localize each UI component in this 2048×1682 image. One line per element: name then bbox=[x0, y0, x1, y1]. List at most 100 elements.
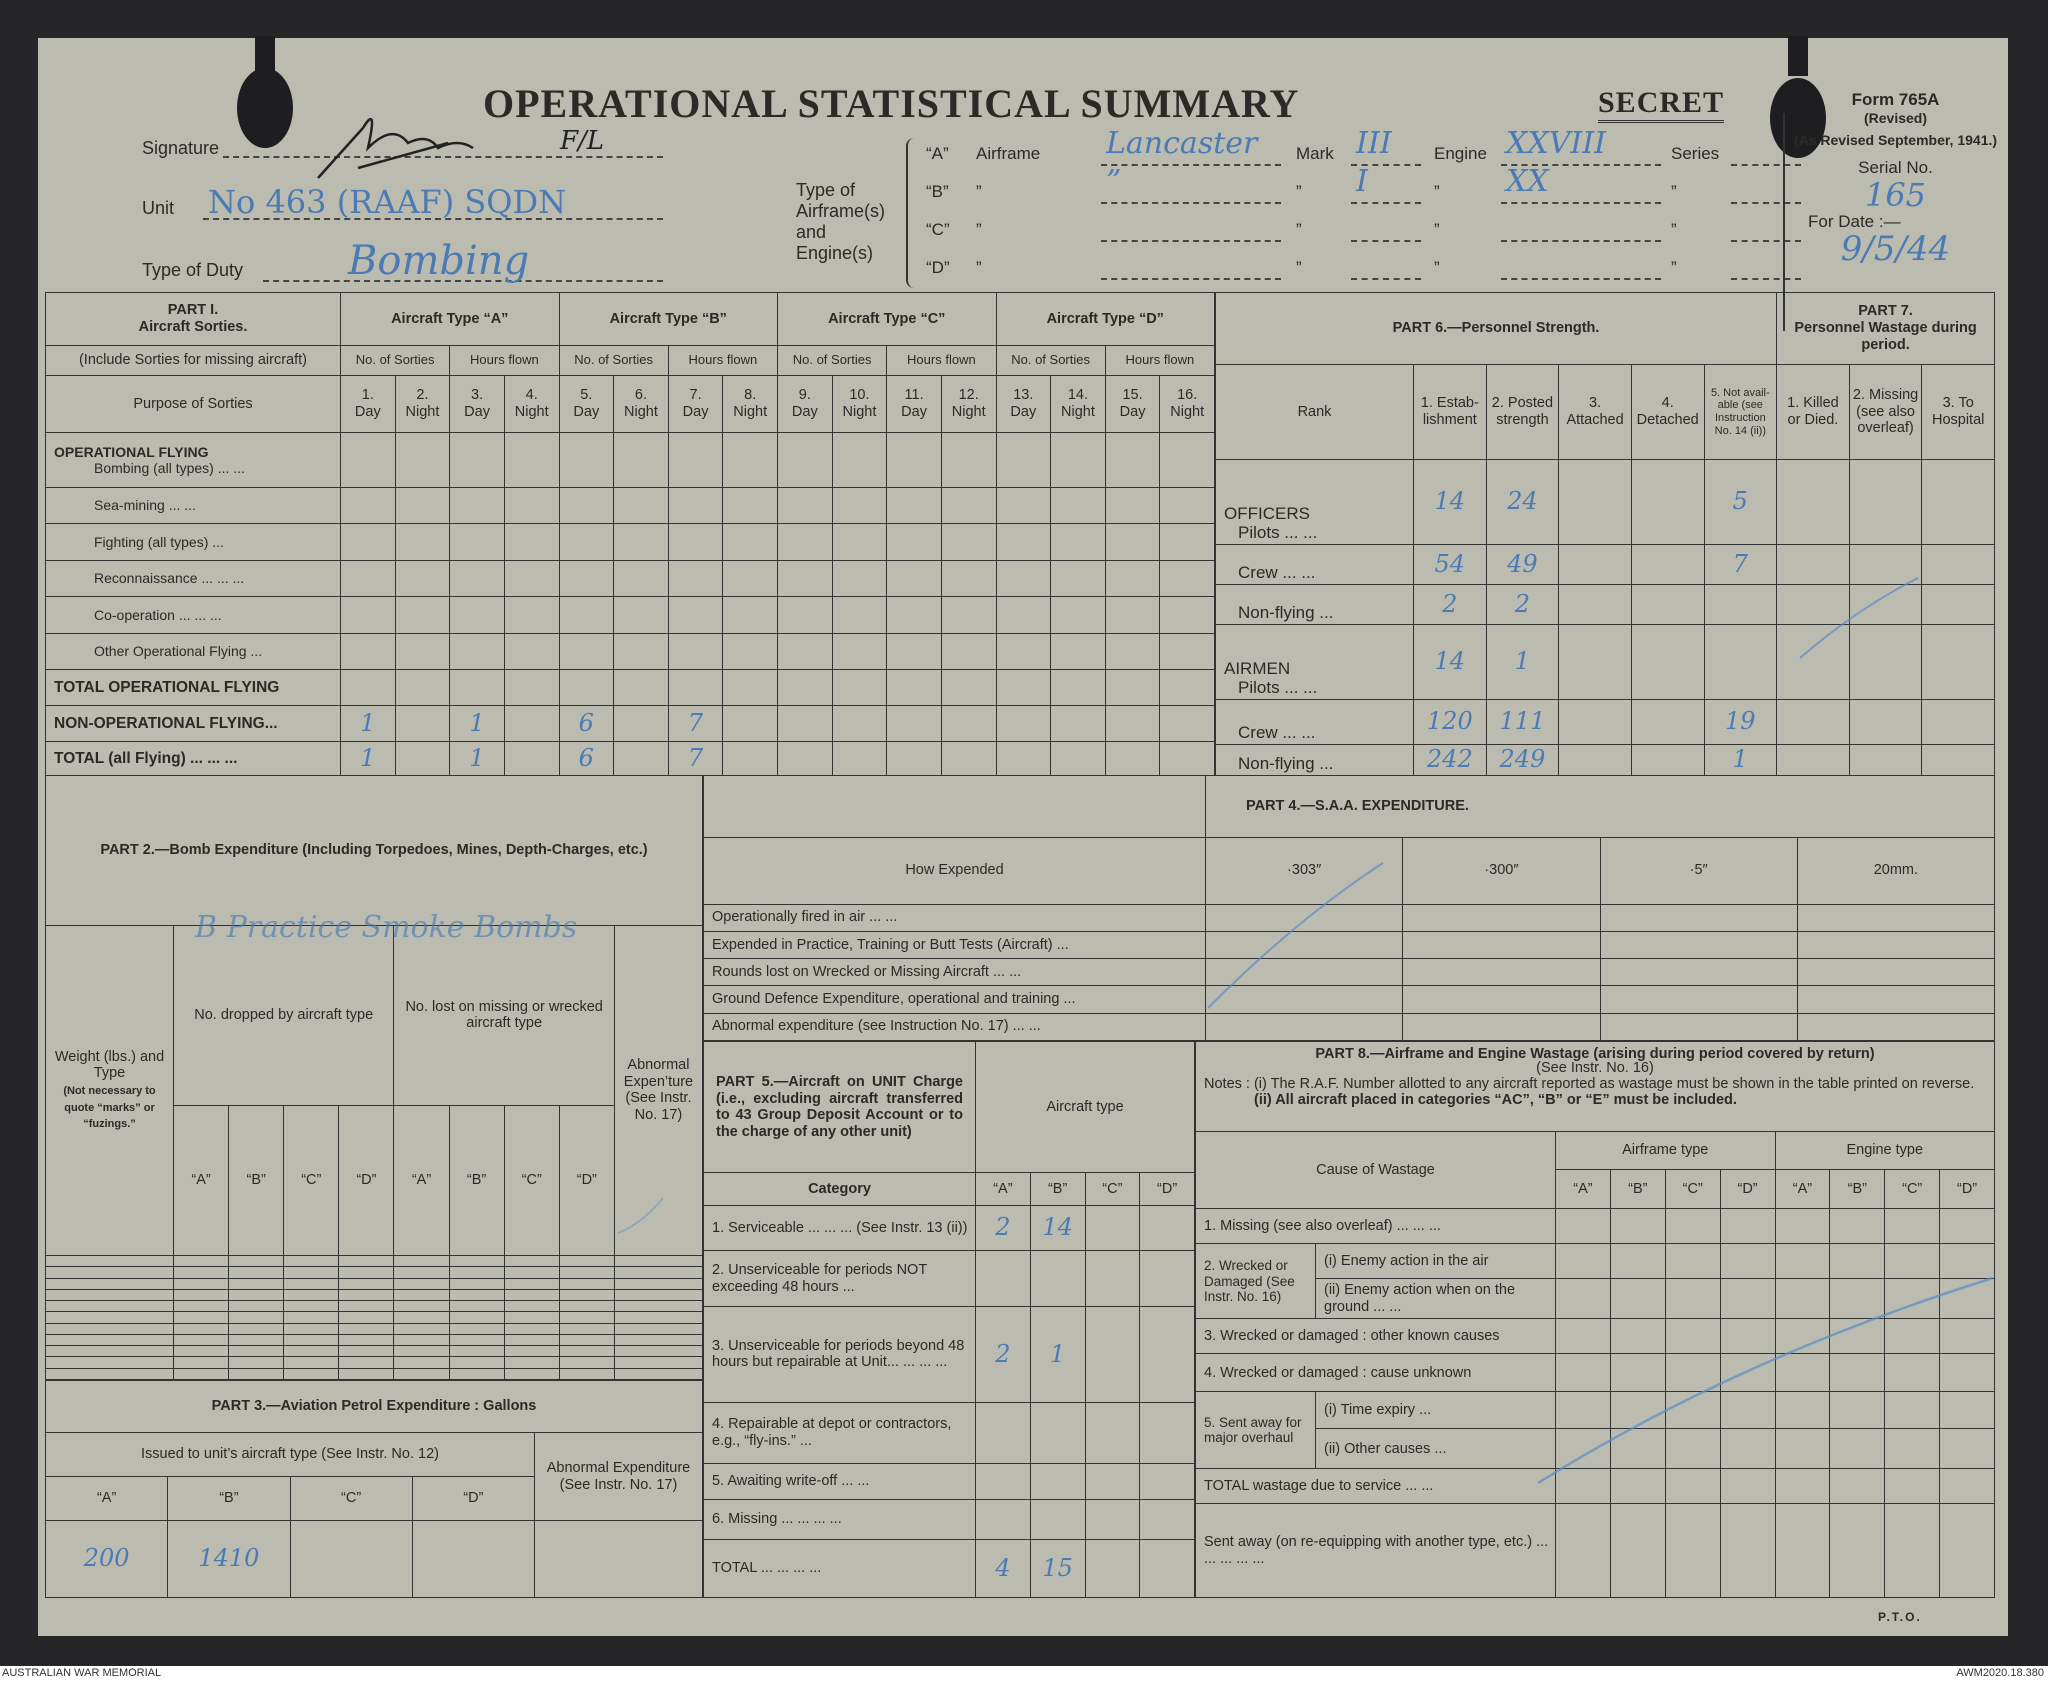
value-cell bbox=[975, 1498, 1031, 1541]
value-cell bbox=[448, 1322, 505, 1335]
row-label: Sent away (on re-equipping with another … bbox=[1195, 1503, 1556, 1598]
value-cell bbox=[338, 1356, 395, 1369]
value-cell bbox=[283, 1333, 340, 1347]
value-cell bbox=[1402, 958, 1601, 987]
value-cell: 2 bbox=[1413, 584, 1487, 625]
airframe-row-2: “C” ” ” ” ” bbox=[926, 212, 1801, 250]
value-cell: 120 bbox=[1413, 699, 1487, 745]
sub-header: No. of Sorties bbox=[339, 345, 451, 376]
value-cell bbox=[503, 1300, 560, 1313]
value-cell bbox=[338, 1322, 395, 1335]
value-cell bbox=[1050, 669, 1106, 706]
value-cell bbox=[722, 487, 778, 524]
value-cell bbox=[940, 523, 997, 561]
value-cell bbox=[558, 1255, 615, 1268]
value-cell bbox=[283, 1277, 340, 1290]
table-row bbox=[45, 1356, 704, 1369]
value-cell bbox=[558, 487, 615, 524]
airframe-row-3: “D” ” ” ” ” bbox=[926, 250, 1801, 288]
purpose-header: Purpose of Sorties bbox=[45, 375, 341, 433]
value-cell bbox=[667, 523, 724, 561]
key: “B” bbox=[926, 182, 949, 201]
table-row: Crew ... ... 120 111 19 bbox=[1215, 699, 1995, 745]
value-cell bbox=[1719, 1208, 1776, 1245]
value-cell bbox=[1050, 432, 1106, 488]
value-cell bbox=[45, 1255, 174, 1268]
duty-label: Type of Duty bbox=[142, 260, 244, 280]
value-cell bbox=[340, 633, 396, 670]
value-cell bbox=[448, 1288, 505, 1302]
value-cell bbox=[283, 1367, 340, 1381]
value-cell bbox=[1719, 1428, 1776, 1470]
value-cell bbox=[1029, 1498, 1086, 1541]
value-cell bbox=[1084, 1539, 1141, 1598]
table-row: TOTAL OPERATIONAL FLYING bbox=[45, 669, 1215, 706]
engine-label: ” bbox=[1434, 258, 1440, 277]
row-label-text: TOTAL OPERATIONAL FLYING bbox=[54, 678, 280, 696]
value-cell bbox=[448, 1266, 505, 1279]
row-label: Other Operational Flying ... bbox=[45, 633, 341, 670]
punch-slot bbox=[255, 36, 275, 76]
value-cell bbox=[1774, 1243, 1831, 1280]
part5-aircraft: PART 5.—Aircraft on UNIT Charge (i.e., e… bbox=[703, 1040, 1195, 1598]
petrol-b-value: 1410 bbox=[167, 1520, 291, 1598]
row-label-text: NON-OPERATIONAL FLYING... bbox=[54, 714, 278, 732]
form-info: Form 765A (Revised) (As Revised Septembe… bbox=[1788, 90, 2003, 266]
table-row: 3. Unserviceable for periods beyond 48 h… bbox=[703, 1305, 1195, 1403]
row-label: 3. Unserviceable for periods beyond 48 h… bbox=[703, 1305, 976, 1403]
value-cell bbox=[886, 633, 942, 670]
airframe-label: ” bbox=[976, 182, 982, 201]
table-row: Co-operation ... ... ... bbox=[45, 596, 1215, 634]
airframe-type-header: Airframe type bbox=[1555, 1131, 1776, 1170]
value-cell bbox=[831, 669, 888, 706]
value-cell bbox=[613, 705, 669, 742]
value-cell bbox=[393, 1277, 450, 1290]
row-label: 6. Missing ... ... ... ... bbox=[703, 1498, 976, 1541]
value-cell bbox=[995, 741, 1052, 776]
value-cell bbox=[172, 1277, 230, 1290]
value-cell bbox=[394, 560, 451, 597]
type-header: “A” bbox=[1774, 1168, 1831, 1210]
type-header: “B” bbox=[1609, 1168, 1666, 1210]
value-cell: 1 bbox=[340, 741, 396, 776]
sub-header: Hours flown bbox=[886, 345, 997, 376]
value-cell bbox=[393, 1300, 450, 1313]
abnormal-header: Abnormal Expen’ture (See Instr. No. 17) bbox=[613, 924, 704, 1257]
airframe-row-1: “B” ” ” ” I ” XX ” bbox=[926, 164, 1801, 212]
value-cell bbox=[1776, 459, 1850, 545]
table-row bbox=[45, 1288, 704, 1302]
table-row: Crew ... ... 54 49 7 bbox=[1215, 544, 1995, 585]
column-header: 12. Night bbox=[940, 375, 997, 433]
value-cell bbox=[283, 1266, 340, 1279]
value-cell bbox=[995, 523, 1052, 561]
type-d-header: Aircraft Type “D” bbox=[995, 292, 1215, 346]
value-cell: 7 bbox=[667, 741, 724, 776]
value-cell bbox=[1029, 1401, 1086, 1464]
value-cell bbox=[283, 1322, 340, 1335]
value-cell bbox=[1664, 1353, 1721, 1393]
value-cell bbox=[558, 523, 615, 561]
table-row bbox=[45, 1322, 704, 1335]
value-cell bbox=[1050, 705, 1106, 742]
cause-header: Cause of Wastage bbox=[1195, 1130, 1556, 1210]
type-header: “D” bbox=[338, 1104, 395, 1257]
value-cell bbox=[503, 1356, 560, 1369]
table-row: OFFICERS Pilots ... ... 14 24 5 bbox=[1215, 459, 1995, 545]
value-cell bbox=[449, 633, 505, 670]
mark-label: ” bbox=[1296, 182, 1302, 201]
row-label: 3. Wrecked or damaged : other known caus… bbox=[1195, 1318, 1556, 1355]
row-label: 1. Missing (see also overleaf) ... ... .… bbox=[1195, 1208, 1556, 1245]
row-label: 4. Repairable at depot or contractors, e… bbox=[703, 1401, 976, 1464]
value-cell bbox=[1829, 1468, 1886, 1505]
part8-title: PART 8.—Airframe and Engine Wastage (ari… bbox=[1315, 1046, 1875, 1062]
value-cell bbox=[940, 669, 997, 706]
value-cell bbox=[1555, 1353, 1611, 1393]
value-cell bbox=[283, 1288, 340, 1302]
table-row bbox=[45, 1300, 704, 1313]
row-label: Operationally fired in air ... ... bbox=[703, 903, 1206, 932]
row-label: TOTAL wastage due to service ... ... bbox=[1195, 1468, 1556, 1505]
value-cell bbox=[338, 1367, 395, 1381]
value-cell bbox=[1719, 1468, 1776, 1505]
value-cell bbox=[1555, 1391, 1611, 1430]
value-cell bbox=[503, 741, 560, 776]
